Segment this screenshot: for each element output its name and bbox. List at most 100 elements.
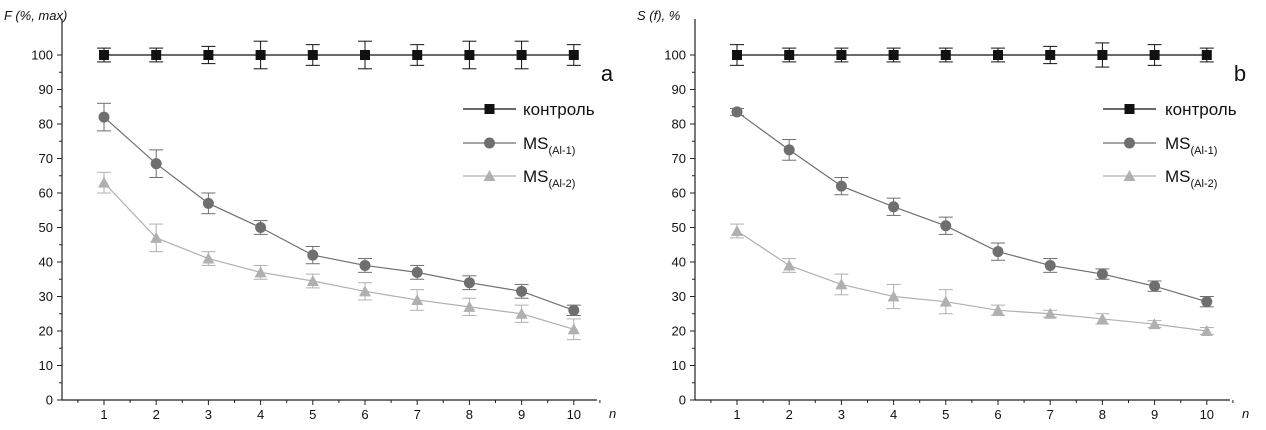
x-tick-label: 1 bbox=[100, 407, 107, 422]
data-point bbox=[1045, 50, 1056, 60]
data-point bbox=[150, 158, 162, 170]
data-point bbox=[1201, 50, 1212, 60]
x-tick-label: 6 bbox=[994, 407, 1001, 422]
data-point bbox=[150, 231, 163, 243]
y-tick-label: 100 bbox=[31, 48, 53, 63]
data-point bbox=[992, 304, 1004, 316]
data-point bbox=[1096, 268, 1108, 280]
legend-marker bbox=[484, 137, 495, 149]
x-tick-label: 9 bbox=[1151, 407, 1158, 422]
data-point bbox=[98, 176, 110, 188]
data-point bbox=[412, 50, 423, 60]
x-tick-label: 3 bbox=[205, 407, 212, 422]
panel-label: a bbox=[601, 61, 614, 86]
data-point bbox=[359, 259, 371, 271]
data-point bbox=[307, 249, 319, 261]
data-point bbox=[783, 144, 795, 156]
series-0 bbox=[97, 40, 581, 70]
data-point bbox=[567, 323, 580, 335]
data-point bbox=[360, 50, 370, 60]
data-point bbox=[1044, 307, 1057, 319]
data-point bbox=[1148, 318, 1161, 330]
y-tick-label: 30 bbox=[672, 289, 686, 304]
y-tick-label: 40 bbox=[672, 255, 686, 270]
x-tick-label: 8 bbox=[466, 407, 473, 422]
y-tick-label: 50 bbox=[672, 220, 686, 235]
data-point bbox=[939, 295, 952, 307]
series-line bbox=[736, 230, 1207, 332]
y-tick-label: 80 bbox=[39, 117, 53, 132]
data-point bbox=[516, 50, 527, 60]
legend-marker bbox=[484, 104, 495, 114]
data-point bbox=[1201, 296, 1213, 308]
data-point bbox=[411, 266, 423, 278]
panel-label: b bbox=[1234, 61, 1246, 86]
y-axis-label: F (%, max) bbox=[4, 8, 67, 23]
data-point bbox=[202, 197, 214, 209]
y-tick-label: 0 bbox=[46, 393, 53, 408]
x-tick-label: 8 bbox=[1099, 407, 1106, 422]
y-tick-label: 0 bbox=[679, 393, 686, 408]
data-point bbox=[307, 50, 318, 60]
y-tick-label: 60 bbox=[39, 186, 53, 201]
data-point bbox=[203, 50, 214, 60]
legend-label: MS(Al-2) bbox=[1165, 167, 1217, 190]
x-tick-label: 4 bbox=[890, 407, 897, 422]
data-point bbox=[306, 274, 319, 286]
data-point bbox=[515, 307, 528, 319]
series-line bbox=[103, 116, 575, 311]
legend-label-name: контроль bbox=[523, 100, 595, 119]
series-0 bbox=[730, 42, 1214, 68]
y-tick-label: 90 bbox=[39, 82, 53, 97]
y-tick-label: 50 bbox=[39, 220, 53, 235]
data-point bbox=[888, 201, 900, 213]
data-point bbox=[463, 277, 475, 289]
data-point bbox=[568, 304, 580, 316]
data-point bbox=[463, 300, 476, 312]
data-point bbox=[568, 50, 579, 60]
data-point bbox=[255, 50, 266, 60]
data-point bbox=[731, 106, 743, 118]
series-line bbox=[736, 111, 1207, 303]
legend-label: контроль bbox=[1165, 100, 1237, 119]
data-point bbox=[1149, 50, 1160, 60]
data-point bbox=[940, 220, 952, 232]
data-point bbox=[1149, 280, 1161, 292]
data-point bbox=[411, 293, 424, 305]
y-tick-label: 20 bbox=[672, 324, 686, 339]
chart-panel-b: 0 10 20 30 40 50 60 70 80 90 100 1 2 3 4 5 6 7 8 9 10 S (f), … bbox=[637, 8, 1249, 422]
data-point bbox=[731, 224, 743, 236]
data-point bbox=[992, 246, 1004, 258]
legend: контроль MS(Al-1) MS(Al-2) bbox=[1103, 100, 1237, 190]
legend-label-name: MS bbox=[1165, 167, 1191, 186]
y-tick-label: 70 bbox=[672, 151, 686, 166]
x-tick-label: 9 bbox=[518, 407, 525, 422]
series-line bbox=[103, 182, 574, 330]
series-1 bbox=[97, 102, 581, 316]
y-tick-label: 60 bbox=[672, 186, 686, 201]
data-point bbox=[783, 259, 796, 271]
data-point bbox=[202, 252, 215, 264]
x-axis-label: n bbox=[1242, 406, 1249, 421]
x-tick-label: 4 bbox=[257, 407, 264, 422]
legend-label-subscript: (Al-1) bbox=[1191, 145, 1218, 157]
data-point bbox=[254, 266, 267, 278]
x-tick-label: 7 bbox=[1047, 407, 1054, 422]
data-point bbox=[888, 50, 899, 60]
legend-label: контроль bbox=[523, 100, 595, 119]
y-tick-label: 100 bbox=[664, 48, 686, 63]
y-tick-label: 20 bbox=[39, 324, 53, 339]
x-tick-label: 2 bbox=[153, 407, 160, 422]
legend-label-name: MS bbox=[523, 134, 549, 153]
legend-label-subscript: (Al-2) bbox=[549, 178, 576, 190]
x-tick-label: 3 bbox=[838, 407, 845, 422]
data-point bbox=[784, 50, 795, 60]
data-point bbox=[940, 50, 951, 60]
series-2 bbox=[730, 223, 1214, 336]
legend-label-name: MS bbox=[1165, 134, 1191, 153]
y-tick-label: 90 bbox=[672, 82, 686, 97]
x-tick-label: 10 bbox=[567, 407, 581, 422]
data-point bbox=[1097, 50, 1108, 60]
legend-label-name: контроль bbox=[1165, 100, 1237, 119]
